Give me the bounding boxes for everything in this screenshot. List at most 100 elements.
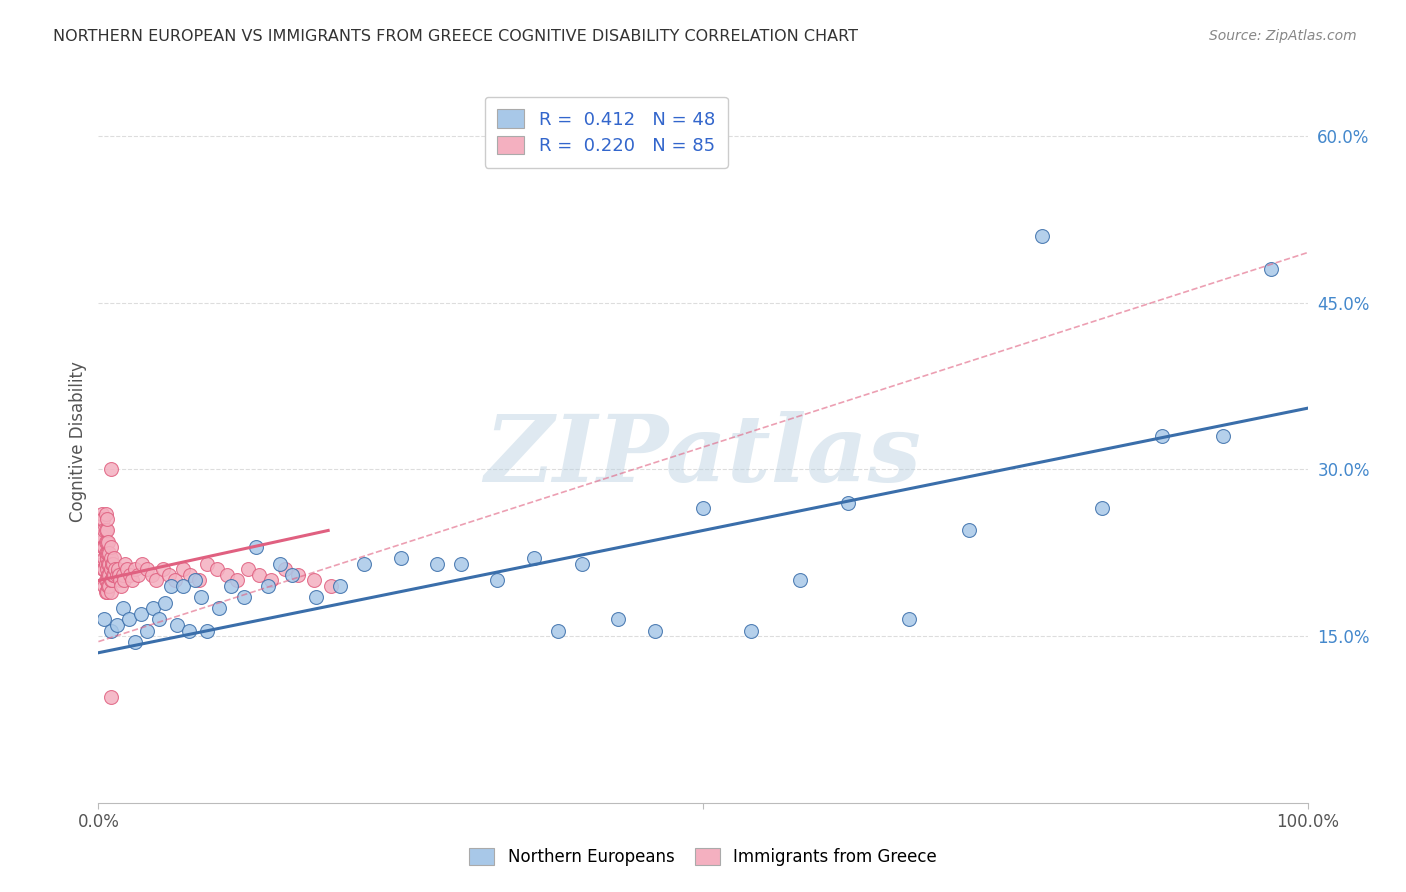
Point <box>221 579 243 593</box>
Point <box>692 501 714 516</box>
Point <box>91 529 114 543</box>
Point <box>90 534 112 549</box>
Point <box>97 557 120 571</box>
Point <box>1091 501 1114 516</box>
Point <box>91 512 114 526</box>
Point <box>486 574 509 588</box>
Point <box>100 690 122 705</box>
Point <box>740 624 762 638</box>
Point <box>111 601 134 615</box>
Point <box>91 562 114 576</box>
Point <box>108 568 131 582</box>
Point <box>94 534 117 549</box>
Point <box>131 557 153 571</box>
Point <box>897 612 920 626</box>
Point <box>111 568 134 582</box>
Point <box>281 568 304 582</box>
Point <box>1031 228 1053 243</box>
Point <box>148 612 170 626</box>
Point <box>127 568 149 582</box>
Point <box>96 574 118 588</box>
Point <box>450 557 472 571</box>
Point <box>124 562 146 576</box>
Point <box>118 612 141 626</box>
Point <box>195 557 218 571</box>
Point <box>105 618 128 632</box>
Point <box>94 507 117 521</box>
Point <box>152 562 174 576</box>
Point <box>135 624 157 638</box>
Point <box>96 524 118 538</box>
Point <box>94 546 117 560</box>
Point <box>163 574 186 588</box>
Point <box>100 551 122 566</box>
Text: ZIPatlas: ZIPatlas <box>485 411 921 501</box>
Point <box>245 540 267 554</box>
Point <box>238 562 260 576</box>
Point <box>93 562 115 576</box>
Point <box>195 624 218 638</box>
Point <box>94 574 117 588</box>
Point <box>247 568 270 582</box>
Point <box>129 607 152 621</box>
Point <box>97 579 120 593</box>
Point <box>97 568 120 582</box>
Point <box>353 557 375 571</box>
Point <box>644 624 666 638</box>
Point <box>184 574 207 588</box>
Point <box>607 612 630 626</box>
Point <box>103 568 125 582</box>
Point <box>101 557 124 571</box>
Point <box>226 574 249 588</box>
Point <box>172 579 194 593</box>
Point <box>389 551 412 566</box>
Legend: R =  0.412   N = 48, R =  0.220   N = 85: R = 0.412 N = 48, R = 0.220 N = 85 <box>485 96 728 168</box>
Point <box>287 568 309 582</box>
Point <box>101 568 124 582</box>
Point <box>97 546 120 560</box>
Point <box>957 524 980 538</box>
Point <box>98 546 121 560</box>
Point <box>157 568 180 582</box>
Point <box>302 574 325 588</box>
Point <box>1212 429 1234 443</box>
Point <box>305 590 328 604</box>
Point <box>91 540 114 554</box>
Point <box>256 579 278 593</box>
Point <box>160 579 183 593</box>
Point <box>98 568 121 582</box>
Point <box>153 596 176 610</box>
Point <box>100 574 122 588</box>
Point <box>837 496 859 510</box>
Point <box>273 562 295 576</box>
Point <box>426 557 449 571</box>
Point <box>208 601 231 615</box>
Point <box>97 534 120 549</box>
Point <box>547 624 569 638</box>
Point <box>93 524 115 538</box>
Point <box>100 462 122 476</box>
Point <box>205 562 228 576</box>
Point <box>110 579 132 593</box>
Point <box>93 612 115 626</box>
Point <box>105 568 128 582</box>
Point <box>96 546 118 560</box>
Point <box>93 540 115 554</box>
Point <box>232 590 254 604</box>
Text: NORTHERN EUROPEAN VS IMMIGRANTS FROM GREECE COGNITIVE DISABILITY CORRELATION CHA: NORTHERN EUROPEAN VS IMMIGRANTS FROM GRE… <box>53 29 859 44</box>
Point <box>269 557 291 571</box>
Point <box>523 551 546 566</box>
Point <box>94 557 117 571</box>
Point <box>100 574 122 588</box>
Point <box>179 568 201 582</box>
Point <box>96 584 118 599</box>
Point <box>100 584 122 599</box>
Point <box>1152 429 1174 443</box>
Point <box>108 574 131 588</box>
Point <box>96 551 118 566</box>
Point <box>118 568 141 582</box>
Point <box>319 579 342 593</box>
Point <box>100 557 122 571</box>
Point <box>172 562 194 576</box>
Point <box>215 568 238 582</box>
